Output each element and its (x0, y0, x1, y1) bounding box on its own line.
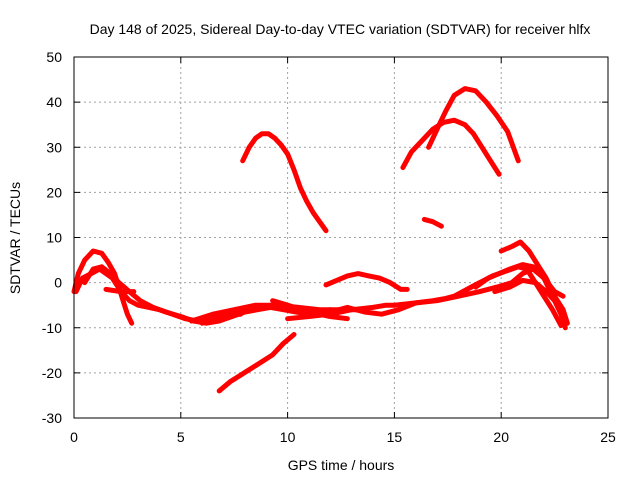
series-arc-center-hump (323, 271, 410, 292)
x-tick-label: 10 (280, 429, 296, 445)
grid (74, 57, 608, 418)
series-arc-left-c (103, 286, 137, 295)
y-tick-label: 10 (46, 230, 62, 246)
plot-area (71, 86, 570, 394)
series-arc-hump-left (71, 248, 135, 326)
series-arc-mid-c (270, 298, 350, 322)
series-arc-short-17h (421, 216, 444, 229)
x-axis-label: GPS time / hours (288, 457, 395, 473)
series-arc-rise-left (216, 332, 297, 394)
y-tick-label: -20 (42, 365, 62, 381)
plot-frame (73, 56, 609, 419)
chart-title: Day 148 of 2025, Sidereal Day-to-day VTE… (90, 21, 591, 37)
y-tick-label: 0 (54, 275, 62, 291)
x-tick-label: 25 (600, 429, 616, 445)
y-tick-label: 40 (46, 94, 62, 110)
series-arc-right-e (492, 277, 566, 313)
tick-labels: 0 5 10 15 20 25 -30 -20 -10 0 10 20 30 40 50 (42, 49, 616, 445)
y-tick-label: -10 (42, 320, 62, 336)
x-tick-label: 5 (177, 429, 185, 445)
x-tick-label: 15 (387, 429, 403, 445)
y-axis-label: SDTVAR / TECUs (7, 182, 23, 294)
x-tick-label: 20 (493, 429, 509, 445)
x-tick-label: 0 (70, 429, 78, 445)
y-tick-label: 20 (46, 184, 62, 200)
y-tick-label: 50 (46, 49, 62, 65)
y-tick-label: 30 (46, 139, 62, 155)
series-arc-peak-18h (400, 117, 502, 177)
series-arc-peak-9h (240, 131, 329, 234)
series-arc-peak-18h-b (426, 86, 521, 164)
y-tick-label: -30 (42, 410, 62, 426)
